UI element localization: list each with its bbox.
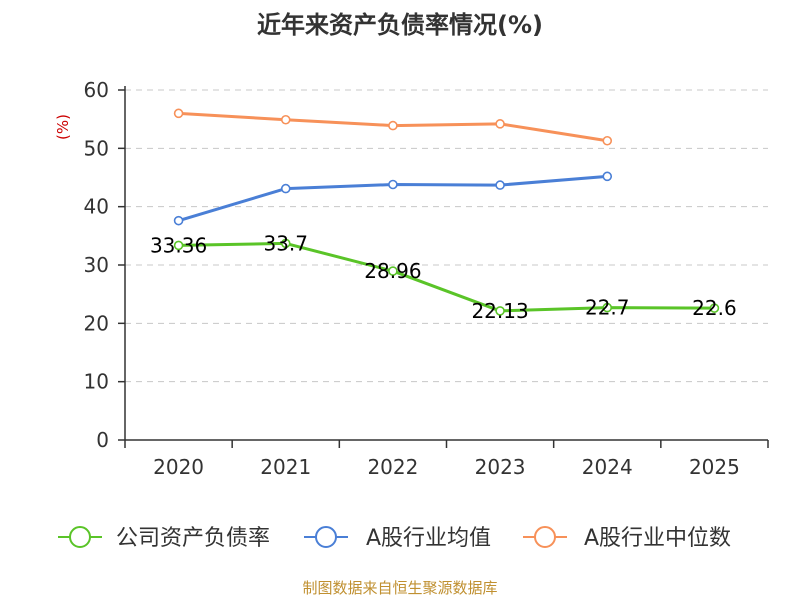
series-2-point-2024 (602, 135, 613, 146)
series-0-point-2024 (602, 302, 613, 313)
y-tick-label-20: 20 (84, 311, 109, 335)
series-0-point-2022 (388, 266, 398, 276)
series-line-0 (178, 241, 715, 313)
series-0-point-2025 (709, 303, 720, 313)
x-tick-label-2023: 2023 (475, 455, 526, 479)
data-label-2021: 33.7 (263, 231, 308, 255)
series-2-point-2020 (173, 108, 184, 119)
legend-label-0: 公司资产负债率 (116, 526, 270, 551)
data-label-2024: 22.7 (585, 296, 630, 320)
series-0-point-2020 (173, 240, 184, 251)
y-tick-label-50: 50 (84, 136, 109, 160)
x-tick-label-2024: 2024 (582, 455, 633, 479)
series-0-point-2023 (495, 306, 505, 316)
legend-label-2: A股行业中位数 (584, 526, 731, 551)
series-2-point-2021 (280, 114, 291, 125)
legend-marker-2 (534, 526, 556, 548)
series-2-point-2023 (495, 119, 505, 129)
legend-marker-1 (315, 526, 337, 548)
series-1-point-2021 (280, 183, 291, 194)
series-1-point-2023 (495, 180, 505, 190)
data-label-layer: 33.36 33.7 28.96 22.13 22.7 22.6 (150, 231, 737, 322)
series-0-point-2021 (280, 238, 291, 249)
data-label-2022: 28.96 (364, 259, 421, 283)
axis-layer: 0 10 20 30 40 50 60 2020 2021 2022 2023 2024 2025 (84, 78, 769, 479)
data-label-2023: 22.13 (471, 299, 528, 323)
x-tick-label-2025: 2025 (689, 455, 740, 479)
chart-title: 近年来资产负债率情况(%) (257, 11, 543, 39)
series-1-point-2022 (388, 179, 398, 190)
y-tick-label-40: 40 (84, 195, 109, 219)
grid-layer (125, 89, 768, 383)
x-tick-label-2022: 2022 (367, 455, 418, 479)
y-axis-label: (%) (54, 114, 72, 140)
legend-label-1: A股行业均值 (366, 526, 491, 551)
data-label-2025: 22.6 (692, 296, 737, 320)
y-tick-label-0: 0 (96, 428, 109, 452)
series-2-point-2022 (388, 120, 398, 131)
source-note: 制图数据来自恒生聚源数据库 (302, 579, 497, 597)
data-label-2020: 33.36 (150, 233, 207, 257)
y-tick-label-60: 60 (84, 78, 109, 102)
series-1-point-2024 (602, 171, 613, 182)
legend: 公司资产负债率 A股行业均值 A股行业中位数 (58, 526, 731, 551)
legend-marker-0 (69, 526, 91, 548)
y-tick-label-10: 10 (84, 370, 109, 394)
y-tick-label-30: 30 (84, 253, 109, 277)
series-1-point-2020 (173, 215, 184, 226)
series-layer (173, 108, 720, 316)
x-tick-label-2020: 2020 (153, 455, 204, 479)
x-tick-label-2021: 2021 (260, 455, 311, 479)
